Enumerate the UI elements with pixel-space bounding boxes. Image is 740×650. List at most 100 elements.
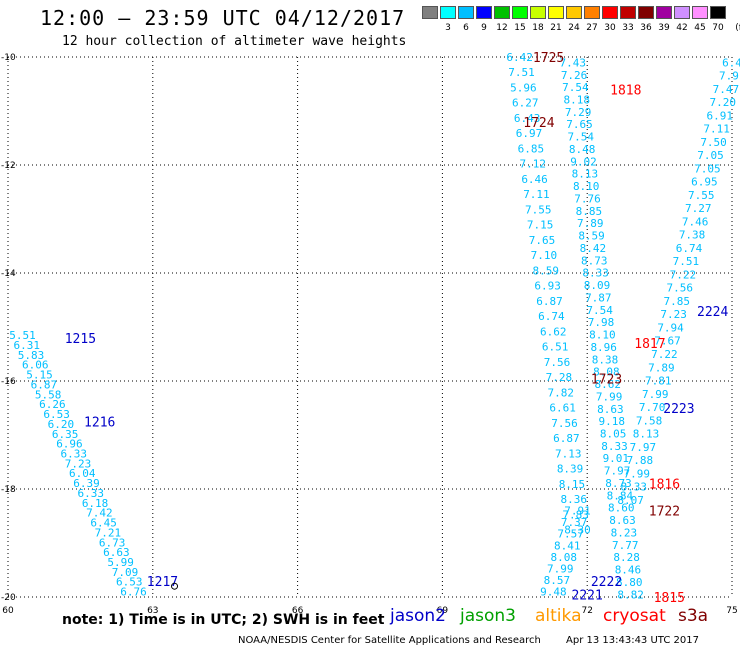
wave-height-value: 7.11 bbox=[523, 188, 550, 201]
pass-time-label: 1215 bbox=[65, 332, 96, 347]
page-subtitle: 12 hour collection of altimeter wave hei… bbox=[62, 34, 407, 49]
legend-label: 39 bbox=[658, 23, 670, 33]
lon-tick-label: 60 bbox=[2, 606, 14, 616]
wave-height-value: 7.37 bbox=[561, 516, 588, 529]
wave-height-value: 6.93 bbox=[534, 280, 561, 293]
wave-height-value: 8.82 bbox=[617, 588, 644, 601]
wave-height-value: 6.95 bbox=[691, 176, 718, 189]
wave-height-value: 8.05 bbox=[600, 427, 627, 440]
legend-swatch bbox=[620, 6, 636, 19]
wave-height-value: 8.80 bbox=[616, 576, 643, 589]
wave-height-value: 7.67 bbox=[654, 335, 681, 348]
legend-swatch bbox=[422, 6, 438, 19]
wave-height-value: 7.99 bbox=[642, 388, 669, 401]
wave-height-value: 7.89 bbox=[577, 217, 604, 230]
wave-height-value: 7.42 bbox=[86, 507, 113, 520]
pass-time-label: 1722 bbox=[649, 505, 680, 520]
wave-height-value: 7.29 bbox=[565, 106, 592, 119]
wave-height-value: 7.46 bbox=[682, 215, 709, 228]
wave-height-value: 7.51 bbox=[673, 255, 700, 268]
legend-label: 30 bbox=[604, 23, 616, 33]
legend-swatch bbox=[710, 6, 726, 19]
wave-height-value: 6.35 bbox=[52, 428, 79, 441]
wave-height-value: 6.27 bbox=[512, 97, 539, 110]
wave-height-value: 6.53 bbox=[43, 408, 70, 421]
wave-height-value: 8.73 bbox=[605, 477, 632, 490]
lat-tick-label: -20 bbox=[1, 593, 16, 603]
pass-time-label: 1723 bbox=[591, 372, 622, 387]
legend-swatch bbox=[458, 6, 474, 19]
pass-time-label: 2222 bbox=[591, 575, 622, 590]
wave-height-value: 7.9 bbox=[719, 70, 739, 83]
wave-height-value: 7.76 bbox=[574, 192, 601, 205]
legend-swatch bbox=[530, 6, 546, 19]
wave-height-value: 7.54 bbox=[568, 131, 595, 144]
pass-time-label: 2221 bbox=[572, 588, 603, 603]
wave-height-value: 6.74 bbox=[538, 310, 565, 323]
credit-text: NOAA/NESDIS Center for Satellite Applica… bbox=[238, 635, 541, 646]
wave-height-value: 7.22 bbox=[670, 268, 697, 281]
wave-height-value: 7.54 bbox=[586, 304, 613, 317]
wave-height-value: 7.54 bbox=[562, 81, 589, 94]
legend-swatch bbox=[476, 6, 492, 19]
wave-height-value: 7.83 bbox=[562, 508, 589, 521]
wave-height-value: 6.87 bbox=[31, 378, 58, 391]
wave-height-value: 5.83 bbox=[18, 349, 45, 362]
wave-height-value: 7.56 bbox=[667, 282, 694, 295]
pass-time-label: 1724 bbox=[523, 116, 554, 131]
wave-height-value: 6.61 bbox=[549, 402, 576, 415]
wave-height-value: 6.76 bbox=[120, 586, 147, 599]
wave-height-value: 8.57 bbox=[544, 574, 571, 587]
wave-height-value: 7.56 bbox=[544, 356, 571, 369]
wave-height-value: 7.77 bbox=[612, 539, 639, 552]
legend-label: 21 bbox=[550, 23, 562, 33]
wave-height-value: 7.58 bbox=[636, 414, 663, 427]
wave-height-value: 6.31 bbox=[13, 339, 40, 352]
wave-height-value: 7.43 bbox=[559, 56, 586, 69]
wave-height-value: 6.74 bbox=[676, 242, 703, 255]
legend-swatch bbox=[548, 6, 564, 19]
wave-height-value: 8.63 bbox=[597, 403, 624, 416]
legend-label: 42 bbox=[676, 23, 688, 33]
wave-height-value: 7.97 bbox=[604, 465, 631, 478]
wave-height-value: 7.55 bbox=[688, 189, 715, 202]
wave-height-value: 7.85 bbox=[663, 295, 690, 308]
wave-height-value: 7.70 bbox=[639, 401, 666, 414]
legend-label: 33 bbox=[622, 23, 634, 33]
wave-height-value: 9.18 bbox=[599, 415, 626, 428]
wave-height-value: 7.21 bbox=[95, 526, 122, 539]
wave-height-value: 6.43 bbox=[514, 112, 541, 125]
wave-height-value: 8.10 bbox=[573, 180, 600, 193]
wave-height-value: 8.62 bbox=[594, 378, 621, 391]
wave-height-value: 7.55 bbox=[525, 203, 552, 216]
wave-height-value: 7.13 bbox=[555, 447, 582, 460]
wave-height-value: 7.89 bbox=[648, 361, 675, 374]
wave-height-value: 8.96 bbox=[590, 341, 617, 354]
lat-tick-label: -12 bbox=[1, 161, 16, 171]
wave-height-value: 7.28 bbox=[546, 371, 573, 384]
wave-height-value: 8.09 bbox=[584, 279, 611, 292]
wave-height-value: 8.08 bbox=[551, 551, 578, 564]
wave-height-value: 5.58 bbox=[35, 388, 62, 401]
wave-height-value: 7.91 bbox=[564, 505, 591, 518]
legend-unit: (ft) bbox=[735, 23, 740, 33]
wave-height-value: 8.08 bbox=[593, 366, 620, 379]
wave-height-value: 7.47 bbox=[713, 83, 740, 96]
wave-height-value: 7.51 bbox=[508, 66, 535, 79]
wave-height-value: 6.18 bbox=[82, 497, 109, 510]
legend-swatch bbox=[674, 6, 690, 19]
wave-height-value: 7.11 bbox=[703, 123, 730, 136]
wave-height-value: 7.26 bbox=[561, 69, 588, 82]
wave-height-value: 6.91 bbox=[706, 109, 733, 122]
wave-height-value: 6.46 bbox=[521, 173, 548, 186]
wave-height-value: 8.30 bbox=[564, 524, 591, 537]
legend-swatch bbox=[638, 6, 654, 19]
wave-height-value: 6.33 bbox=[60, 447, 87, 460]
wave-height-value: 8.07 bbox=[617, 494, 644, 507]
wave-height-value: 6.51 bbox=[542, 341, 569, 354]
pass-time-label: 1725 bbox=[533, 51, 564, 66]
wave-height-value: 7.22 bbox=[651, 348, 678, 361]
wave-height-value: 8.48 bbox=[569, 143, 596, 156]
wave-height-value: 6.73 bbox=[99, 536, 126, 549]
